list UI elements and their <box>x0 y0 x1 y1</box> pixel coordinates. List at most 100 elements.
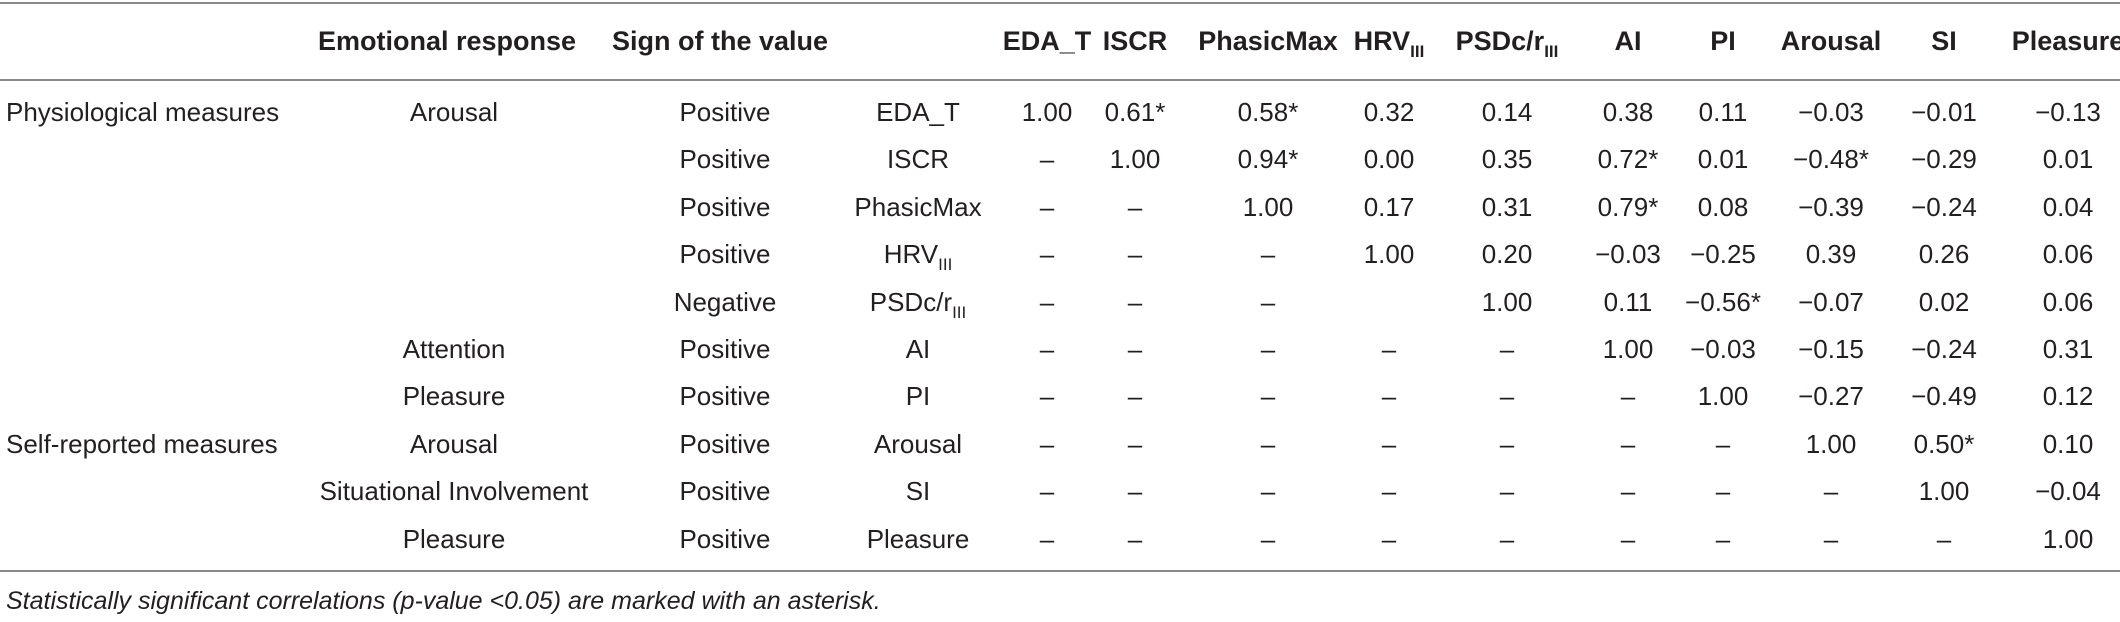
correlation-cell: −0.04 <box>2035 476 2101 507</box>
correlation-cell: 0.58* <box>1237 97 1299 127</box>
correlation-cell: 1.00 <box>1242 191 1294 222</box>
label-main: ISCR <box>1102 26 1168 56</box>
correlation-cell: – <box>1260 381 1276 412</box>
row-variable: EDA_T <box>718 88 1118 136</box>
correlation-cell: 0.08 <box>1697 191 1749 222</box>
correlation-cell: −0.56* <box>1685 286 1761 317</box>
correlation-cell: 1.00 <box>1805 428 1857 459</box>
label-main: SI <box>905 476 931 507</box>
correlation-cell: 0.31 <box>1481 191 1533 222</box>
correlation-cell: 0.94* <box>1237 144 1299 175</box>
correlation-cell: – <box>1620 523 1636 554</box>
correlation-cell: 0.39 <box>1805 239 1857 270</box>
row-variable: HRVIII <box>718 230 1118 278</box>
correlation-cell: −0.13 <box>2035 97 2101 127</box>
correlation-cell: −0.27 <box>1798 381 1864 412</box>
correlation-cell: – <box>1381 476 1397 507</box>
correlation-cell: – <box>1260 476 1276 507</box>
correlation-cell: 0.20 <box>1481 239 1533 270</box>
correlation-cell: – <box>1620 381 1636 412</box>
correlation-cell: – <box>1127 191 1143 222</box>
table-rule-bottom <box>0 570 2120 572</box>
label-main: Arousal <box>1780 26 1882 56</box>
label-main: ISCR <box>886 144 950 175</box>
header-emotional-response: Emotional response <box>318 26 577 56</box>
label-main: PhasicMax <box>854 191 982 222</box>
label-main: SI <box>1931 26 1957 56</box>
row-variable: Arousal <box>718 420 1118 468</box>
correlation-cell: – <box>1499 428 1515 459</box>
column-header-si: SI <box>1744 17 2120 65</box>
correlation-cell: – <box>1127 286 1143 317</box>
row-emotional-response: Pleasure <box>402 381 506 412</box>
correlation-cell: −0.01 <box>1911 97 1977 127</box>
correlation-cell: 0.04 <box>2042 191 2094 222</box>
row-sign: Positive <box>679 239 771 270</box>
correlation-cell: 0.72* <box>1597 144 1659 175</box>
label-main: PI <box>905 381 931 412</box>
label-subscript: III <box>1410 42 1425 61</box>
correlation-cell: – <box>1039 476 1055 507</box>
correlation-cell: – <box>1499 523 1515 554</box>
correlation-cell: – <box>1127 476 1143 507</box>
correlation-cell: – <box>1381 428 1397 459</box>
correlation-cell: 0.32 <box>1363 97 1415 127</box>
row-group-label: Self-reported measures <box>6 428 278 459</box>
correlation-cell: – <box>1127 428 1143 459</box>
correlation-cell: −0.48* <box>1793 144 1869 175</box>
correlation-cell: 0.14 <box>1481 97 1533 127</box>
correlation-cell: −0.03 <box>1798 97 1864 127</box>
correlation-cell: 1.00 <box>1918 476 1970 507</box>
correlation-cell: – <box>1039 144 1055 175</box>
correlation-cell: – <box>1620 476 1636 507</box>
label-main: HRV <box>883 239 939 270</box>
row-sign: Positive <box>679 523 771 554</box>
row-sign: Positive <box>679 191 771 222</box>
row-sign: Positive <box>679 97 771 127</box>
label-main: PSDc/r <box>1455 26 1545 56</box>
correlation-cell: 1.00 <box>1021 97 1073 127</box>
correlation-cell: – <box>1127 381 1143 412</box>
label-main: AI <box>1614 26 1642 56</box>
correlation-cell: −0.24 <box>1911 191 1977 222</box>
row-sign: Positive <box>679 381 771 412</box>
column-header-pi: PI <box>1523 17 1923 65</box>
correlation-cell: 0.26 <box>1918 239 1970 270</box>
label-main: PI <box>1710 26 1736 56</box>
correlation-cell: 0.01 <box>1697 144 1749 175</box>
row-emotional-response: Situational Involvement <box>319 476 589 507</box>
correlation-cell: – <box>1715 523 1731 554</box>
row-emotional-response: Pleasure <box>402 523 506 554</box>
correlation-cell: 0.10 <box>2042 428 2094 459</box>
correlation-cell: – <box>1260 428 1276 459</box>
correlation-cell: 0.50* <box>1913 428 1975 459</box>
column-header-hrv: HRVIII <box>1189 17 1589 65</box>
correlation-cell: 1.00 <box>1481 286 1533 317</box>
column-header-pleasure: Pleasure <box>1868 17 2120 65</box>
label-subscript: III <box>1544 42 1559 61</box>
table-rule-top <box>0 2 2120 4</box>
correlation-cell: 0.61* <box>1104 97 1166 127</box>
correlation-cell: – <box>1381 381 1397 412</box>
correlation-cell: – <box>1260 523 1276 554</box>
correlation-cell: – <box>1127 334 1143 364</box>
label-main: Pleasure <box>2011 26 2120 56</box>
correlation-cell: 1.00 <box>2042 523 2094 554</box>
row-variable: ISCR <box>718 135 1118 183</box>
row-emotional-response: Arousal <box>409 428 499 459</box>
column-header-iscr: ISCR <box>935 17 1335 65</box>
correlation-cell: 0.06 <box>2042 286 2094 317</box>
correlation-cell: 0.06 <box>2042 239 2094 270</box>
column-header-psdc-r: PSDc/rIII <box>1307 17 1707 65</box>
correlation-cell: 1.00 <box>1697 381 1749 412</box>
correlation-cell: 0.79* <box>1597 191 1659 222</box>
row-variable: SI <box>718 467 1118 515</box>
row-sign: Positive <box>679 144 771 175</box>
correlation-cell: – <box>1381 523 1397 554</box>
correlation-cell: 1.00 <box>1363 239 1415 270</box>
correlation-cell: 1.00 <box>1602 334 1654 364</box>
correlation-cell: −0.29 <box>1911 144 1977 175</box>
correlation-cell: – <box>1823 476 1839 507</box>
correlation-cell: 0.31 <box>2042 334 2094 364</box>
correlation-cell: −0.25 <box>1690 239 1756 270</box>
